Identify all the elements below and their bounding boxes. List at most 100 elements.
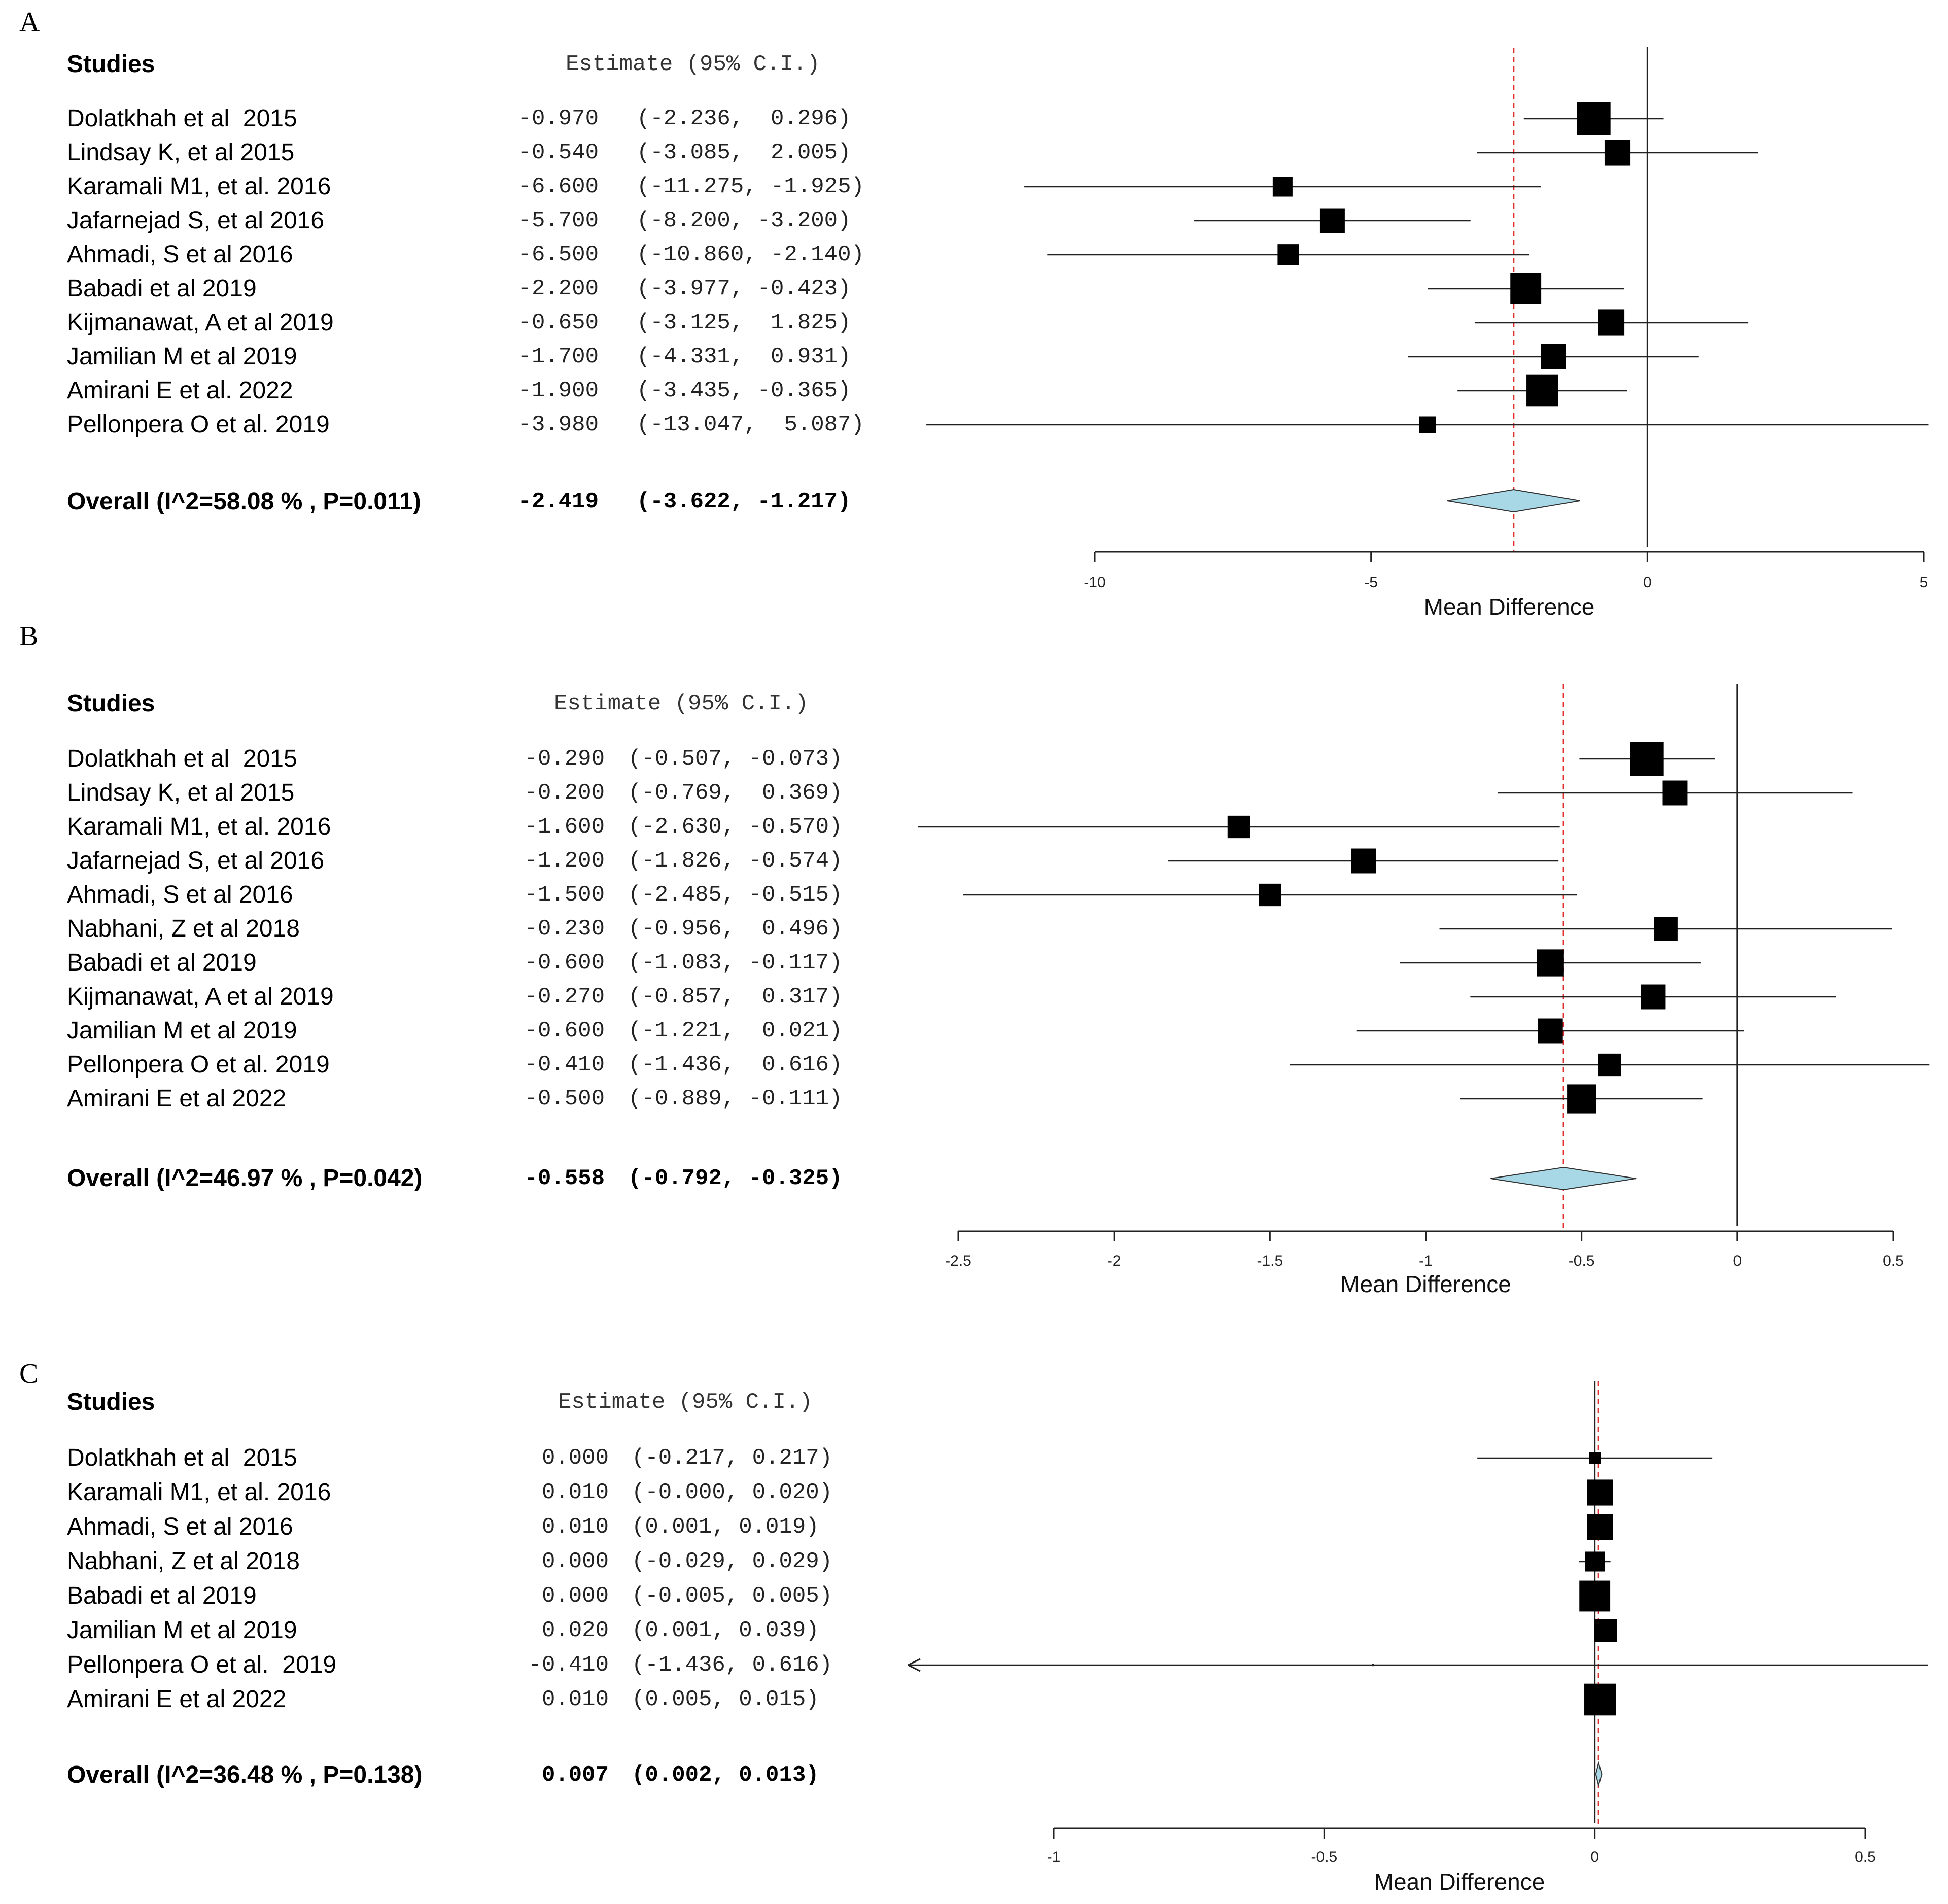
x-tick-label: 0 [1643, 574, 1652, 591]
study-estimate: 0.000 [541, 1549, 609, 1574]
study-estimate: -0.650 [518, 310, 599, 335]
study-name: Amirani E et al 2022 [67, 1085, 287, 1112]
study-estimate: -0.600 [524, 1018, 605, 1044]
study-estimate: -0.200 [524, 780, 605, 806]
x-tick-label: -0.5 [1311, 1849, 1337, 1865]
x-axis-label: Mean Difference [1374, 1868, 1545, 1895]
panel-label: B [19, 620, 39, 652]
study-name: Amirani E et al 2022 [67, 1686, 287, 1713]
study-name: Ahmadi, S et al 2016 [67, 241, 293, 268]
study-ci: (-0.769, 0.369) [628, 780, 843, 806]
study-name: Babadi et al 2019 [67, 949, 257, 976]
study-ci: (-13.047, 5.087) [637, 412, 864, 437]
overall-diamond [1490, 1166, 1637, 1191]
study-estimate: -1.200 [524, 848, 605, 874]
study-point [1371, 1664, 1374, 1667]
study-ci: (0.001, 0.019) [632, 1514, 819, 1540]
study-box [1598, 1053, 1621, 1077]
studies-header: Studies [67, 690, 155, 717]
study-estimate: -0.970 [518, 106, 599, 131]
study-name: Karamali M1, et al. 2016 [67, 1479, 331, 1506]
x-tick-label: 0 [1733, 1253, 1742, 1269]
study-ci: (-1.436, 0.616) [628, 1052, 843, 1078]
study-name: Nabhani, Z et al 2018 [67, 915, 300, 942]
x-tick-label: -0.5 [1569, 1253, 1595, 1269]
study-box [1277, 244, 1299, 265]
study-box [1272, 177, 1293, 197]
study-name: Pellonpera O et al. 2019 [67, 1051, 330, 1078]
study-ci: (-1.826, -0.574) [628, 848, 843, 874]
study-estimate: -6.500 [518, 242, 599, 267]
study-ci: (0.001, 0.039) [632, 1618, 819, 1643]
overall-ci: (0.002, 0.013) [632, 1762, 819, 1788]
study-estimate: -0.270 [524, 984, 605, 1010]
x-tick-label: 0.5 [1883, 1253, 1904, 1269]
study-box [1510, 273, 1542, 304]
estimate-header: Estimate (95% C.I.) [558, 1390, 813, 1415]
x-tick-label: 5 [1920, 574, 1928, 591]
study-estimate: -0.230 [524, 916, 605, 942]
study-name: Jamilian M et al 2019 [67, 1017, 297, 1044]
study-ci: (-0.889, -0.111) [628, 1086, 843, 1112]
study-name: Babadi et al 2019 [67, 1582, 257, 1609]
study-box [1419, 416, 1436, 433]
overall-estimate: -2.419 [518, 489, 599, 514]
study-name: Ahmadi, S et al 2016 [67, 1513, 293, 1540]
x-tick-label: -1 [1419, 1253, 1433, 1269]
x-tick-label: -1 [1047, 1849, 1061, 1865]
study-box [1641, 984, 1666, 1010]
study-estimate: -2.200 [518, 276, 599, 301]
study-name: Jamilian M et al 2019 [67, 343, 297, 370]
study-name: Pellonpera O et al. 2019 [67, 1651, 337, 1678]
study-box [1259, 883, 1281, 907]
study-box [1587, 1479, 1613, 1506]
study-ci: (0.005, 0.015) [632, 1687, 819, 1712]
overall-estimate: -0.558 [524, 1166, 605, 1191]
study-ci: (-0.029, 0.029) [632, 1549, 833, 1574]
study-estimate: 0.000 [541, 1445, 609, 1471]
x-tick-label: -1.5 [1257, 1253, 1283, 1269]
x-tick-label: -2 [1107, 1253, 1121, 1269]
study-box [1594, 1619, 1617, 1642]
study-box [1589, 1452, 1601, 1464]
study-box [1579, 1580, 1611, 1612]
study-ci: (-0.000, 0.020) [632, 1480, 833, 1505]
study-box [1587, 1514, 1613, 1540]
study-box [1654, 917, 1678, 941]
x-axis-label: Mean Difference [1424, 594, 1595, 620]
study-box [1526, 374, 1558, 407]
study-box [1604, 140, 1631, 166]
study-estimate: -1.900 [518, 378, 599, 403]
study-estimate: -0.500 [524, 1086, 605, 1112]
study-name: Dolatkhah et al 2015 [67, 1444, 297, 1471]
study-ci: (-1.083, -0.117) [628, 950, 843, 976]
study-name: Lindsay K, et al 2015 [67, 139, 295, 166]
study-ci: (-2.236, 0.296) [637, 106, 851, 131]
study-box [1227, 815, 1250, 839]
study-estimate: 0.010 [541, 1480, 609, 1505]
study-box [1598, 309, 1625, 336]
estimate-header: Estimate (95% C.I.) [554, 691, 809, 716]
study-estimate: -6.600 [518, 174, 599, 199]
study-name: Kijmanawat, A et al 2019 [67, 309, 334, 336]
study-box [1567, 1084, 1596, 1114]
studies-header: Studies [67, 1389, 155, 1415]
x-tick-label: -2.5 [945, 1253, 971, 1269]
study-estimate: -0.600 [524, 950, 605, 976]
study-ci: (-1.436, 0.616) [632, 1652, 833, 1678]
study-estimate: -0.290 [524, 746, 605, 772]
study-name: Nabhani, Z et al 2018 [67, 1548, 300, 1575]
study-box [1662, 780, 1688, 806]
studies-header: Studies [67, 51, 155, 78]
study-ci: (-10.860, -2.140) [637, 242, 864, 267]
x-tick-label: 0 [1590, 1849, 1599, 1865]
estimate-header: Estimate (95% C.I.) [566, 52, 820, 77]
study-estimate: 0.010 [541, 1687, 609, 1712]
study-box [1538, 1018, 1563, 1044]
overall-diamond [1447, 489, 1580, 513]
study-estimate: -3.980 [518, 412, 599, 437]
study-name: Amirani E et al. 2022 [67, 377, 293, 404]
study-name: Jamilian M et al 2019 [67, 1617, 297, 1644]
study-name: Kijmanawat, A et al 2019 [67, 983, 334, 1010]
